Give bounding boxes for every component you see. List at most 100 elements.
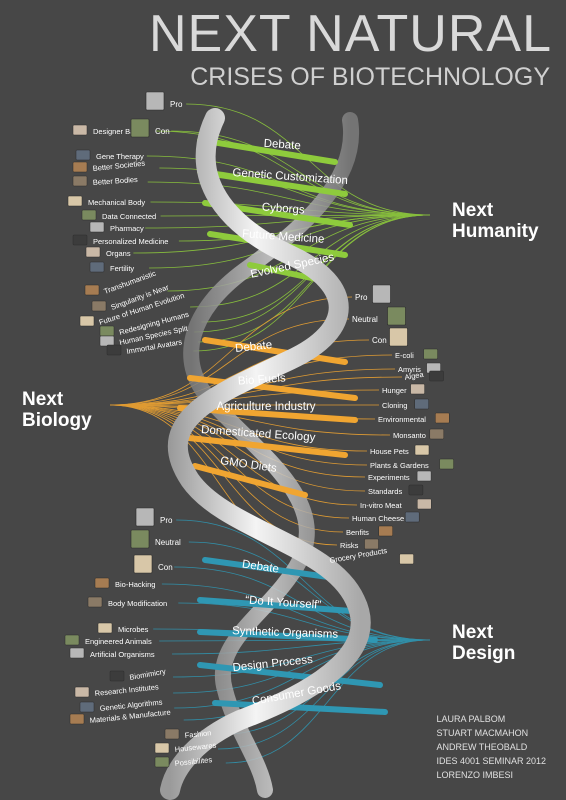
leaf-thumbnail	[89, 221, 105, 233]
debate-humanity-con: Con	[155, 127, 170, 136]
leaf-thumbnail	[69, 713, 85, 725]
leaf-humanity-fertility: Fertility	[110, 264, 134, 273]
hub-design-line2: Design	[452, 643, 516, 664]
leaf-biology-human-cheese: Human Cheese	[352, 514, 404, 523]
credit-line: LAURA PALBOM	[436, 714, 506, 724]
leaf-biology-house-pets: House Pets	[370, 447, 409, 456]
hub-biology-line1: Next	[22, 389, 64, 410]
leaf-thumbnail	[414, 444, 430, 456]
hub-design-line1: Next	[452, 622, 494, 643]
credit-line: STUART MACMAHON	[436, 728, 529, 738]
leaf-thumbnail	[439, 458, 454, 470]
leaf-design-bio-hacking: Bio-Hacking	[115, 580, 155, 589]
credit-line: ANDREW THEOBALD	[436, 742, 528, 752]
rung-label-biology-bio-fuels: Bio Fuels	[237, 372, 286, 387]
fan-connector	[109, 404, 366, 492]
rung-label-design-synthetic-organisms: Synthetic Organisms	[232, 625, 339, 641]
rung-humanity-debate	[197, 137, 338, 165]
leaf-thumbnail	[75, 149, 91, 161]
leaf-humanity-pharmacy: Pharmacy	[110, 224, 144, 233]
leaf-design-research-institutes: Research Institutes	[94, 682, 159, 698]
leaf-humanity-better-bodies: Better Bodies	[93, 175, 139, 187]
leaf-biology-grocery-products: Grocery Products	[329, 546, 388, 565]
leaf-design-microbes: Microbes	[118, 625, 149, 634]
leaf-biology-hunger: Hunger	[382, 386, 407, 395]
leaf-thumbnail	[109, 670, 125, 682]
leaf-thumbnail	[399, 553, 414, 565]
debate-design-con: Con	[158, 563, 173, 572]
fan-connector	[145, 214, 431, 229]
fan-connector	[109, 296, 353, 406]
leaf-biology-in-vitro-meat: In-vitro Meat	[360, 501, 403, 510]
leaf-thumbnail	[89, 261, 105, 273]
leaf-thumbnail	[164, 728, 180, 740]
leaf-biology-risks: Risks	[340, 541, 359, 550]
leaf-humanity-data-connected: Data Connected	[102, 212, 156, 221]
leaf-thumbnail	[67, 195, 83, 207]
rung-biology-bio-fuels	[187, 375, 358, 401]
leaf-humanity-personalized-medicine: Personalized Medicine	[93, 237, 168, 246]
leaf-thumbnail	[87, 596, 103, 608]
rung-label-design-debate: Debate	[241, 559, 279, 576]
leaf-design-artificial-organisms: Artificial Organisms	[90, 650, 155, 659]
fan-connector	[178, 602, 431, 641]
rung-label-biology-debate: Debate	[235, 339, 273, 355]
rung-design-synthetic-organisms	[197, 629, 378, 643]
rung-label-design-do-it-yourself: “Do It Yourself”	[245, 594, 322, 611]
leaf-thumbnail	[79, 315, 95, 327]
leaf-humanity-mechanical-body: Mechanical Body	[88, 198, 145, 207]
credits-block: LAURA PALBOM STUART MACMAHON ANDREW THEO…	[436, 712, 546, 782]
leaf-biology-amyris: Amyris	[398, 365, 421, 374]
leaf-design-engineered-animals: Engineered Animals	[85, 637, 152, 646]
leaf-design-biomimicry: Biomimicry	[129, 667, 167, 682]
leaf-thumbnail	[99, 335, 115, 347]
leaf-biology-plants-gardens: Plants & Gardens	[370, 461, 429, 470]
leaf-biology-benfits: Benfits	[346, 528, 369, 537]
leaf-thumbnail	[97, 622, 113, 634]
leaf-thumbnail	[416, 470, 432, 482]
fan-connector	[109, 318, 350, 406]
leaf-thumbnail	[72, 175, 88, 187]
fan-connector	[188, 541, 431, 641]
fan-connector	[176, 519, 431, 641]
leaf-thumbnail	[72, 161, 88, 173]
leaf-biology-environmental: Environmental	[378, 415, 426, 424]
hub-next-design: Next Design	[452, 622, 515, 664]
leaf-humanity-gene-therapy: Gene Therapy	[96, 152, 144, 161]
leaf-design-body-modification: Body Modification	[108, 599, 167, 608]
rung-humanity-genetic-customization	[197, 169, 348, 197]
rung-label-biology-agriculture-industry: Agriculture Industry	[216, 401, 315, 413]
credit-line: LORENZO IMBESI	[436, 770, 513, 780]
fan-connector	[150, 201, 431, 216]
poster-subtitle: CRISES OF BIOTECHNOLOGY	[190, 63, 550, 91]
fan-connector	[159, 639, 431, 642]
hub-biology-line2: Biology	[22, 410, 92, 431]
leaf-thumbnail	[106, 344, 122, 356]
leaf-thumbnail	[64, 634, 80, 646]
debate-biology-con: Con	[372, 336, 387, 345]
leaf-thumbnail	[404, 511, 420, 523]
leaf-thumbnail	[429, 428, 445, 440]
fan-connector	[109, 404, 358, 506]
leaf-thumbnail	[410, 383, 425, 395]
leaf-design-possibilites: Possibilites	[174, 755, 212, 768]
credit-line: IDES 4001 SEMINAR 2012	[436, 756, 546, 766]
rung-label-humanity-future-medicine: Future Medicine	[242, 228, 325, 246]
debate-humanity-pro: Pro	[170, 100, 183, 109]
leaf-thumbnail	[378, 525, 393, 537]
rung-biology-debate	[202, 337, 348, 365]
leaf-design-fashion: Fashion	[184, 728, 211, 740]
leaf-thumbnail	[417, 498, 432, 510]
leaf-thumbnail	[364, 538, 379, 550]
leaf-humanity-organs: Organs	[106, 249, 131, 258]
rung-design-consumer-goods	[212, 700, 388, 715]
leaf-thumbnail	[81, 209, 97, 221]
rung-label-humanity-cyborgs: Cyborgs	[261, 202, 305, 217]
debate-biology-neutral: Neutral	[352, 315, 378, 324]
debate-portrait	[389, 327, 408, 347]
hub-next-biology: Next Biology	[22, 389, 92, 431]
debate-portrait	[130, 529, 150, 549]
fan-connector	[147, 181, 431, 216]
